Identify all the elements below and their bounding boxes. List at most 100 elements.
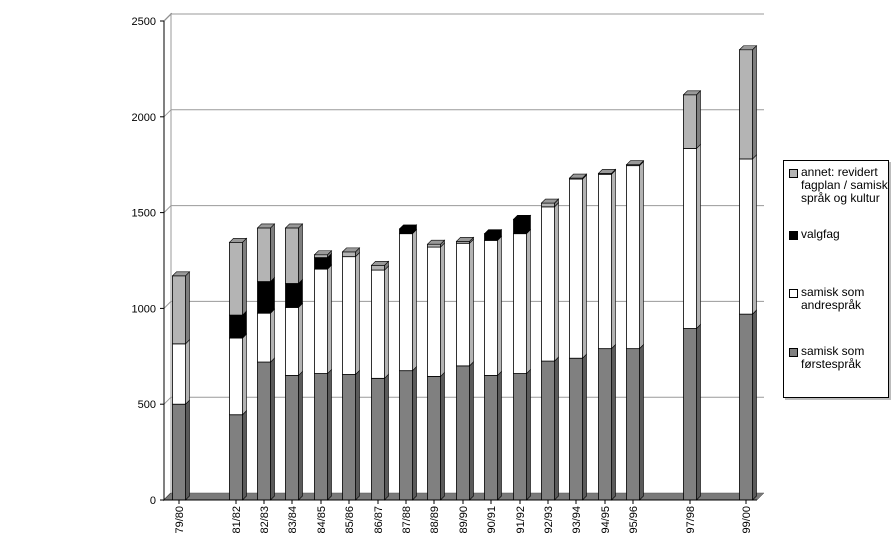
bar-segment-81/82-3: [229, 241, 243, 316]
bar-top-92/93: [540, 198, 560, 204]
bar-segment-82/83-2: [257, 281, 271, 314]
x-tick-label-99/00: 99/00: [741, 506, 753, 534]
bar-segment-97/98-0: [683, 328, 697, 501]
legend-swatch-andresprak: [789, 289, 798, 298]
bar-side-94/95-1: [611, 169, 616, 350]
bar-top-94/95: [597, 169, 617, 174]
x-tick-label-89/90: 89/90: [458, 506, 470, 534]
x-axis: 79/80 81/82 82/83 83/84 84/85 85/86 86/87 87/88…: [164, 499, 757, 534]
bar-top-87/88: [398, 224, 418, 230]
legend-label-forstesprak: samisk som førstespråk: [801, 344, 865, 371]
bar-side-89/90-1: [469, 238, 474, 367]
bar-side-90/91-1: [497, 235, 502, 377]
bar-stack-97/98: [682, 90, 702, 501]
bar-segment-83/84-0: [285, 375, 299, 501]
x-tick-label-92/93: 92/93: [543, 506, 555, 534]
bar-segment-91/92-1: [513, 233, 527, 374]
bar-side-84/85-0: [327, 368, 332, 501]
bar-segment-81/82-0: [229, 414, 243, 501]
bar-segment-87/88-0: [399, 370, 413, 501]
bar-side-99/00-1: [752, 154, 757, 315]
bar-segment-83/84-2: [285, 283, 299, 308]
bar-segment-92/93-3: [541, 202, 555, 208]
bar-segment-97/98-3: [683, 94, 697, 149]
bar-segment-81/82-2: [229, 314, 243, 339]
x-tick-label-84/85: 84/85: [316, 506, 328, 534]
y-tick-label-3: 1500: [132, 208, 156, 220]
bar-side-97/98-3: [696, 90, 701, 150]
bar-segment-99/00-1: [739, 158, 753, 315]
y-axis: 0 500 1000 1500 2000 2500: [132, 16, 165, 507]
bar-segment-94/95-0: [598, 348, 612, 501]
bar-segment-95/96-0: [626, 348, 640, 501]
bar-segment-84/85-1: [314, 268, 328, 374]
bar-segment-86/87-0: [371, 377, 385, 501]
bar-segment-91/92-0: [513, 373, 527, 501]
bar-segment-82/83-1: [257, 312, 271, 363]
gridline-side-5: [163, 13, 172, 22]
bar-side-89/90-0: [469, 361, 474, 501]
bar-side-83/84-0: [298, 370, 303, 501]
bar-stack-87/88: [398, 224, 418, 501]
x-tick-label-87/88: 87/88: [401, 506, 413, 534]
bar-side-81/82-2: [242, 310, 247, 339]
bar-top-93/94: [568, 173, 588, 179]
bar-stack-85/86: [341, 247, 361, 501]
bar-side-95/96-1: [639, 160, 644, 350]
bar-segment-81/82-1: [229, 337, 243, 416]
x-tick-label-86/87: 86/87: [373, 506, 385, 534]
bar-top-79/80: [171, 271, 191, 277]
bar-stack-83/84: [284, 223, 304, 501]
bar-side-79/80-3: [185, 271, 190, 345]
bar-segment-95/96-1: [626, 165, 640, 350]
bar-segment-87/88-1: [399, 233, 413, 372]
bar-segment-99/00-0: [739, 313, 753, 501]
legend-label-annet: annet: revidert fagplan / samisk språk o…: [801, 165, 888, 205]
bar-side-83/84-1: [298, 302, 303, 377]
bar-top-81/82: [228, 237, 248, 243]
bar-segment-79/80-0: [172, 403, 186, 501]
bar-segment-90/91-2: [484, 233, 498, 241]
y-tick-label-5: 2500: [132, 16, 156, 28]
bar-side-81/82-1: [242, 333, 247, 416]
bar-top-82/83: [256, 223, 276, 229]
legend: annet: revidert fagplan / samisk språk o…: [783, 160, 889, 398]
bar-stack-81/82: [228, 237, 248, 501]
bar-segment-83/84-3: [285, 227, 299, 284]
bar-segment-89/90-1: [456, 242, 470, 367]
x-tick-label-94/95: 94/95: [600, 506, 612, 534]
bar-segment-85/86-1: [342, 256, 356, 375]
bar-top-88/89: [426, 239, 446, 245]
x-tick-label-83/84: 83/84: [287, 506, 299, 534]
bar-side-86/87-1: [384, 265, 389, 380]
bar-side-93/94-0: [582, 353, 587, 501]
bar-side-90/91-0: [497, 370, 502, 501]
bar-segment-97/98-1: [683, 148, 697, 329]
x-tick-label-91/92: 91/92: [515, 506, 527, 534]
bar-top-97/98: [682, 90, 702, 96]
bar-side-88/89-0: [440, 371, 445, 501]
bar-side-97/98-0: [696, 323, 701, 501]
bar-side-91/92-0: [526, 368, 531, 501]
bar-side-99/00-0: [752, 309, 757, 501]
bar-side-82/83-3: [270, 223, 275, 283]
gridline-side-2: [163, 301, 172, 309]
bar-stack-84/85: [313, 250, 333, 501]
bar-stack-91/92: [512, 214, 532, 501]
bar-segment-93/94-0: [569, 357, 583, 501]
y-tick-label-2: 1000: [132, 303, 156, 315]
bar-top-86/87: [370, 260, 390, 266]
bar-side-81/82-0: [242, 410, 247, 501]
x-tick-label-85/86: 85/86: [344, 506, 356, 534]
bar-side-93/94-1: [582, 174, 587, 359]
bar-segment-85/86-3: [342, 251, 356, 258]
bar-side-86/87-0: [384, 373, 389, 501]
bar-side-83/84-2: [298, 278, 303, 309]
bar-segment-79/80-3: [172, 275, 186, 345]
bar-side-95/96-0: [639, 343, 644, 501]
bar-side-81/82-3: [242, 237, 247, 316]
gridline-side-1: [163, 396, 172, 405]
bar-stack-92/93: [540, 198, 560, 501]
